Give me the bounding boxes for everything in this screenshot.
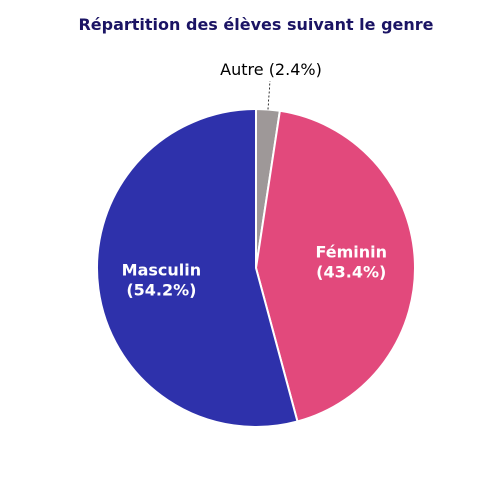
chart-title: Répartition des élèves suivant le genre — [78, 15, 434, 34]
labels-layer: Autre (2.4%) Féminin (43.4%) Masculin (54.2%… — [122, 60, 387, 300]
pie-slice-masculin — [96, 107, 299, 428]
slice-label-masculin: Masculin (54.2%) — [122, 261, 201, 300]
slices-layer — [96, 107, 416, 428]
leader-line-autre — [267, 80, 271, 110]
pie-slice-feminin — [254, 109, 416, 423]
slice-label-autre: Autre (2.4%) — [220, 60, 322, 79]
slice-label-feminin: Féminin (43.4%) — [315, 243, 387, 282]
